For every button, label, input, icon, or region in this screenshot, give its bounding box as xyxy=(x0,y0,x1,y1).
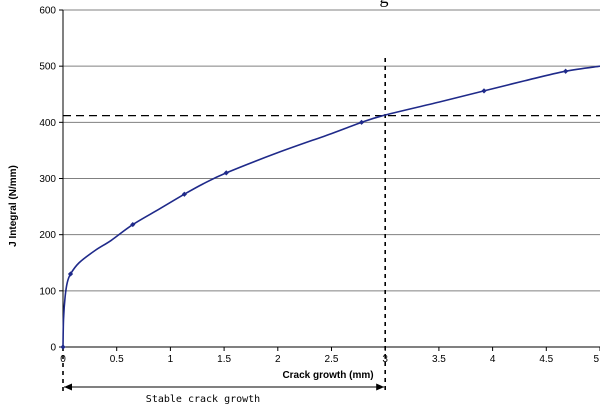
labels: 0 100 200 300 400 500 600 0 0.5 1 1.5 2 2.5 3 3.5 4 4.5 5 xyxy=(39,6,599,366)
x-tick-label-5: 5 xyxy=(593,354,599,365)
y-tick-label-200: 200 xyxy=(39,230,56,241)
x-tick-label-0.5: 0.5 xyxy=(110,354,124,365)
x-tick-label-2: 2 xyxy=(275,354,281,365)
data-point-1 xyxy=(67,271,74,277)
data-point-0 xyxy=(60,344,66,350)
y-tick-label-100: 100 xyxy=(39,286,56,297)
x-axis-title: Crack growth (mm) xyxy=(282,370,373,381)
x-tick-label-3.5: 3.5 xyxy=(432,354,446,365)
annotation-label: Stable crack growth xyxy=(146,394,260,405)
data-point-6 xyxy=(481,88,487,94)
y-tick-label-300: 300 xyxy=(39,174,56,185)
annotation-arrowhead-left xyxy=(64,383,72,391)
x-tick-label-2.5: 2.5 xyxy=(325,354,339,365)
y-axis-title: J Integral (N/mm) xyxy=(8,165,19,247)
x-tick-label-1: 1 xyxy=(168,354,174,365)
x-tick-label-0: 0 xyxy=(60,354,66,365)
x-tick-label-3: 3 xyxy=(382,354,388,365)
data-point-7 xyxy=(563,68,569,74)
y-tick-label-0: 0 xyxy=(50,343,56,354)
reference-lines xyxy=(62,58,600,393)
gridlines xyxy=(63,9,600,292)
x-tick-label-4.5: 4.5 xyxy=(539,354,553,365)
data-point-5 xyxy=(358,119,365,125)
x-tick-label-1.5: 1.5 xyxy=(217,354,231,365)
data-point-3 xyxy=(181,191,187,197)
data-point-4 xyxy=(223,170,229,176)
stable-growth-annotation: Stable crack growth xyxy=(64,383,385,405)
x-tick-label-4: 4 xyxy=(490,354,496,365)
y-tick-label-500: 500 xyxy=(39,62,56,73)
y-tick-label-400: 400 xyxy=(39,118,56,129)
chart-title-fragment: g xyxy=(380,0,389,7)
axes xyxy=(59,9,600,351)
series-layer xyxy=(60,65,600,350)
series-line-0 xyxy=(62,65,600,348)
annotation-arrowhead-right xyxy=(376,383,385,391)
data-point-2 xyxy=(130,221,136,228)
y-tick-label-600: 600 xyxy=(39,6,56,17)
